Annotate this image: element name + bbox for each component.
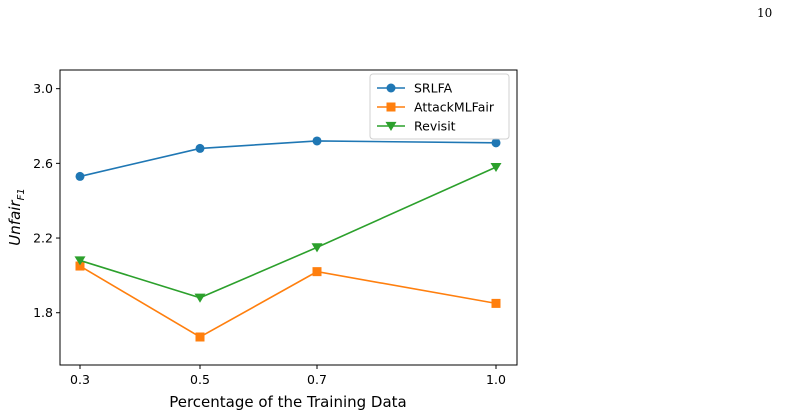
series (74, 136, 502, 342)
data-point (311, 243, 323, 253)
legend-entry: Revisit (377, 119, 456, 134)
x-tick-label: 0.7 (307, 372, 327, 387)
series-line (79, 265, 497, 338)
y-tick-label: 2.2 (33, 231, 53, 246)
y-ticks: 1.8 2.2 2.6 3.0 (33, 81, 60, 320)
data-point (75, 261, 85, 271)
legend-entry: SRLFA (377, 81, 453, 96)
data-point (312, 267, 322, 277)
series-line (79, 140, 497, 178)
data-point (312, 136, 322, 146)
y-tick-label: 1.8 (33, 305, 53, 320)
legend-marker (385, 121, 397, 131)
legend-label: Revisit (414, 119, 456, 134)
y-tick-label: 2.6 (33, 156, 53, 171)
series-srlfa (75, 136, 501, 181)
data-point (75, 171, 85, 181)
data-point (195, 332, 205, 342)
y-axis-label-main: Unfair (6, 200, 24, 246)
legend-box (369, 73, 510, 140)
y-axis-label: UnfairF1 (6, 188, 27, 245)
series-line (79, 166, 497, 299)
x-tick-label: 0.5 (190, 372, 210, 387)
y-tick-label: 3.0 (33, 81, 53, 96)
legend-label: SRLFA (414, 81, 453, 96)
legend-marker (386, 83, 396, 93)
x-axis-label: Percentage of the Training Data (169, 393, 407, 411)
x-ticks: 0.3 0.5 0.7 1.0 (70, 365, 506, 387)
data-point (195, 143, 205, 153)
data-point (194, 293, 206, 303)
data-point (491, 138, 501, 148)
legend-marker (386, 102, 396, 112)
series-revisit (74, 162, 502, 303)
page-number: 10 (757, 6, 773, 20)
x-tick-label: 0.3 (70, 372, 90, 387)
series-attackmlfair (75, 261, 501, 342)
x-tick-label: 1.0 (486, 372, 506, 387)
data-point (74, 256, 86, 266)
y-axis-label-sub: F1 (16, 188, 27, 200)
data-point (491, 298, 501, 308)
data-point (490, 162, 502, 173)
legend: SRLFA AttackMLFair Revisit (369, 73, 510, 140)
legend-label: AttackMLFair (414, 100, 495, 115)
legend-entry: AttackMLFair (377, 100, 495, 115)
